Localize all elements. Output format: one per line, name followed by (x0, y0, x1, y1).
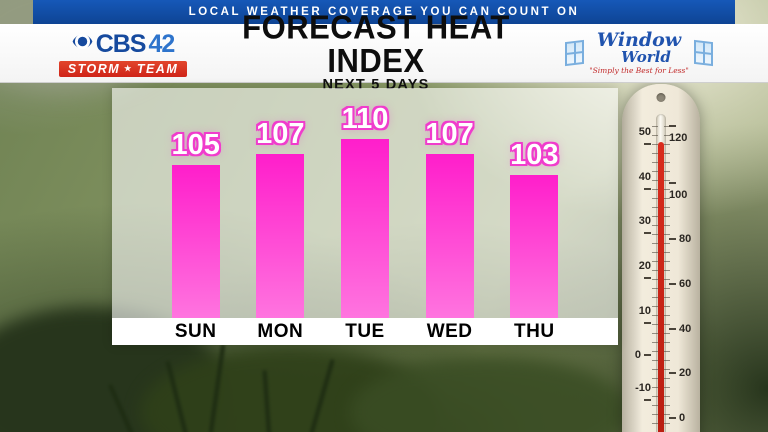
thermometer-hole (656, 93, 666, 102)
window-icon (565, 39, 585, 67)
bar-value-label: 107 (256, 118, 305, 151)
window-icon (693, 39, 713, 67)
bar (425, 154, 474, 318)
bar-value-label: 103 (510, 138, 559, 171)
bar-value-label: 105 (171, 128, 220, 161)
thermometer-scale-label: 80 (669, 233, 695, 245)
thermometer-scale-label: 100 (669, 177, 695, 201)
thermometer-scale-label: 40 (669, 323, 695, 335)
bar-column: 107 (421, 88, 479, 318)
thermometer-scale-label: 60 (669, 278, 695, 290)
storm-team-badge: STORM ★ TEAM (58, 60, 188, 77)
bar-column: 103 (505, 88, 563, 318)
ticker-banner: LOCAL WEATHER COVERAGE YOU CAN COUNT ON (33, 0, 735, 24)
thermometer-scale-label: 50 (629, 126, 651, 150)
bar-columns: 105 107 110 107 103 (112, 88, 618, 318)
cbs-eye-icon (72, 31, 93, 57)
thermometer-scale-label: 20 (629, 260, 651, 284)
sponsor-name-line1: Window (596, 29, 682, 52)
thermometer-scale-label: -10 (629, 382, 651, 406)
thermometer-scale-label: 0 (629, 349, 651, 361)
therm-scale-left: 50 40 30 20 10 0 -10 (629, 126, 651, 406)
ticker-text: LOCAL WEATHER COVERAGE YOU CAN COUNT ON (188, 6, 580, 18)
bar-column: 107 (251, 88, 309, 318)
day-label: SUN (174, 321, 217, 342)
thermometer-scale-label: 120 (669, 120, 695, 144)
bar-column: 105 (167, 88, 225, 318)
page-title: FORECAST HEAT INDEX (242, 8, 510, 80)
bar-value-label: 110 (341, 103, 389, 136)
bar-value-label: 107 (425, 118, 474, 151)
sponsor-tagline: "Simply the Best for Less" (589, 66, 689, 76)
star-icon: ★ (124, 64, 133, 73)
sponsor-name-line2: World (621, 48, 671, 67)
storm-label: STORM (67, 61, 121, 76)
bar (256, 154, 305, 318)
thermometer-scale-label: 0 (669, 412, 695, 424)
thermometer-scale-label: 30 (629, 215, 651, 239)
cbs-wordmark: CBS (95, 29, 147, 58)
title-block: FORECAST HEAT INDEX NEXT 5 DAYS (198, 8, 554, 93)
thermometer-scale-label: 40 (629, 171, 651, 195)
forecast-chart-panel: 105 107 110 107 103 SUN MON TUE WED THU (112, 88, 618, 345)
day-label: TUE (345, 321, 385, 342)
bar-column: 110 (336, 88, 394, 318)
thermometer-scale-label: 20 (669, 367, 695, 379)
thermometer-mercury (658, 142, 664, 432)
bar (510, 174, 559, 318)
day-labels: SUN MON TUE WED THU (112, 318, 618, 345)
cbs42-logo-row: CBS 42 (72, 30, 175, 59)
station-logo: CBS 42 STORM ★ TEAM (48, 30, 198, 77)
day-label: MON (257, 321, 304, 342)
bar (171, 164, 220, 318)
sponsor-logo: Window World "Simply the Best for Less" (554, 31, 724, 75)
channel-number: 42 (148, 29, 175, 58)
thermometer: 50 40 30 20 10 0 -10 120 100 80 60 40 20 0 (622, 84, 700, 432)
day-label: WED (426, 321, 473, 342)
thermometer-ticks-right (664, 126, 670, 432)
sponsor-text: Window World "Simply the Best for Less" (589, 31, 689, 75)
therm-scale-right: 120 100 80 60 40 20 0 (669, 120, 695, 424)
bar (340, 139, 389, 318)
thermometer-ticks-left (652, 126, 658, 432)
thermometer-scale-label: 10 (629, 305, 651, 329)
header-bar: CBS 42 STORM ★ TEAM FORECAST HEAT INDEX … (0, 11, 768, 92)
team-label: TEAM (136, 61, 179, 76)
day-label: THU (514, 321, 555, 342)
